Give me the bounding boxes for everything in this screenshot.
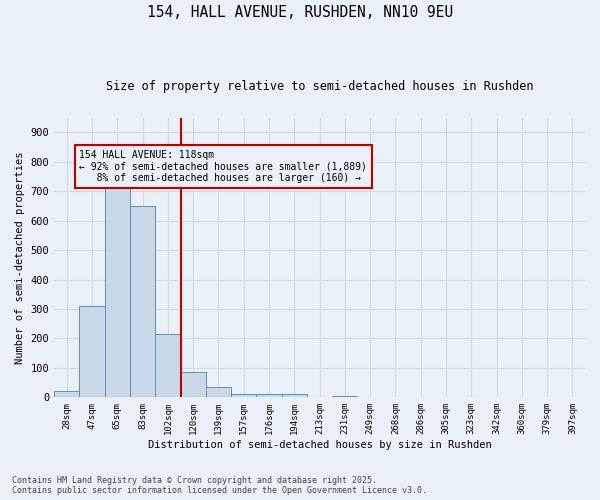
Text: Contains HM Land Registry data © Crown copyright and database right 2025.
Contai: Contains HM Land Registry data © Crown c… (12, 476, 427, 495)
Bar (256, 394, 281, 398)
Bar (281, 394, 307, 398)
Bar (105, 184, 130, 398)
Bar (155, 334, 181, 398)
Bar (231, 394, 256, 398)
Text: 154, HALL AVENUE, RUSHDEN, NN10 9EU: 154, HALL AVENUE, RUSHDEN, NN10 9EU (147, 5, 453, 20)
Bar (54, 392, 79, 398)
X-axis label: Distribution of semi-detached houses by size in Rushden: Distribution of semi-detached houses by … (148, 440, 491, 450)
Bar (206, 387, 231, 398)
Bar (332, 396, 358, 398)
Y-axis label: Number of semi-detached properties: Number of semi-detached properties (15, 152, 25, 364)
Bar (79, 306, 105, 398)
Text: 154 HALL AVENUE: 118sqm
← 92% of semi-detached houses are smaller (1,889)
   8% : 154 HALL AVENUE: 118sqm ← 92% of semi-de… (79, 150, 367, 184)
Bar (130, 206, 155, 398)
Title: Size of property relative to semi-detached houses in Rushden: Size of property relative to semi-detach… (106, 80, 533, 93)
Bar (181, 372, 206, 398)
